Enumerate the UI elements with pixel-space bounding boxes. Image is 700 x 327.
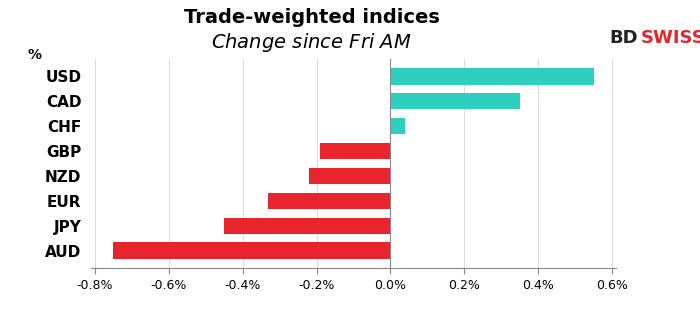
Title: Trade-weighted indices
$\it{Change\ since\ Fri\ AM}$: Trade-weighted indices $\it{Change\ sinc… [183,9,440,54]
Bar [320,143,391,159]
Bar [391,93,520,110]
Bar [391,118,405,134]
Text: BD: BD [609,29,638,47]
Text: %: % [28,48,42,62]
Bar [224,217,391,234]
Bar [269,193,391,209]
Bar [309,168,391,184]
Bar [113,242,391,259]
Bar [391,68,594,85]
Text: SWISS: SWISS [640,29,700,47]
